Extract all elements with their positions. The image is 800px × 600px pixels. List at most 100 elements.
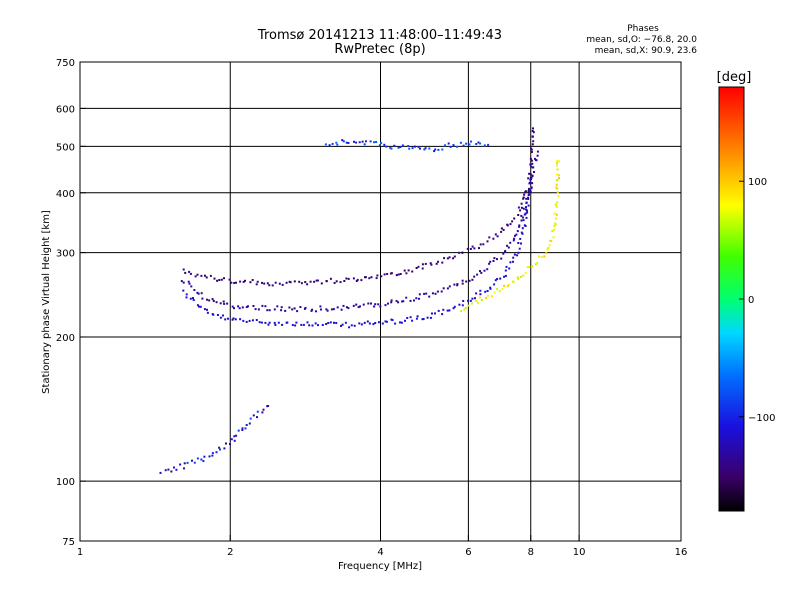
data-point	[463, 308, 466, 311]
data-point	[293, 307, 296, 310]
data-point	[417, 265, 420, 268]
data-point	[205, 276, 208, 279]
data-point	[244, 427, 247, 430]
data-point	[513, 237, 516, 240]
data-point	[196, 291, 199, 294]
data-point	[211, 454, 214, 457]
data-point	[518, 247, 521, 250]
data-point	[524, 225, 527, 227]
data-point	[241, 306, 244, 309]
data-point	[394, 322, 397, 325]
data-point	[192, 299, 195, 301]
data-point	[554, 222, 557, 225]
data-point	[473, 247, 476, 250]
data-point	[399, 146, 402, 148]
data-point	[204, 274, 206, 277]
data-point	[428, 295, 431, 298]
data-point	[324, 143, 327, 146]
data-point	[390, 147, 393, 150]
data-point	[531, 130, 534, 132]
data-point	[531, 135, 534, 138]
data-point	[401, 300, 404, 303]
data-point	[223, 447, 226, 450]
data-point	[286, 321, 289, 324]
data-point	[244, 279, 246, 282]
data-point	[180, 280, 183, 283]
data-point	[397, 146, 400, 149]
data-point	[415, 297, 418, 300]
data-point	[441, 313, 444, 316]
data-point	[245, 320, 248, 323]
x-tick-label: 16	[675, 547, 688, 558]
data-point	[475, 143, 478, 145]
data-point	[530, 178, 532, 180]
data-point	[493, 257, 496, 260]
data-point	[532, 140, 535, 143]
data-point	[317, 324, 319, 327]
data-point	[188, 270, 191, 273]
data-point	[553, 224, 556, 227]
data-point	[200, 274, 203, 277]
data-point	[500, 257, 503, 260]
data-point	[448, 256, 451, 259]
data-point	[531, 174, 534, 177]
data-point	[196, 273, 199, 276]
data-point	[504, 269, 507, 272]
data-point	[222, 300, 225, 303]
data-point	[422, 318, 425, 320]
data-point	[525, 201, 528, 204]
data-point	[395, 300, 398, 302]
data-point	[216, 314, 219, 316]
data-point	[421, 263, 424, 266]
data-point	[532, 131, 535, 134]
data-point	[517, 214, 520, 216]
data-point	[288, 306, 291, 309]
data-point	[525, 197, 528, 200]
data-point	[358, 322, 361, 325]
data-point	[363, 143, 366, 146]
data-point	[257, 308, 260, 311]
data-point	[471, 245, 474, 248]
data-point	[212, 300, 215, 302]
data-point	[377, 321, 380, 324]
data-point	[399, 273, 402, 275]
data-point	[523, 193, 526, 196]
data-point	[521, 216, 524, 219]
data-point	[277, 321, 280, 324]
data-point	[343, 280, 346, 282]
data-point	[360, 323, 363, 326]
data-point	[295, 321, 298, 324]
data-point	[216, 279, 219, 282]
data-point	[437, 309, 440, 312]
data-point	[390, 301, 393, 304]
data-point	[379, 305, 382, 308]
data-point	[390, 318, 393, 321]
data-point	[242, 319, 245, 322]
data-point	[532, 127, 534, 130]
data-point	[219, 316, 222, 319]
data-point	[555, 217, 557, 220]
data-point	[319, 305, 322, 308]
data-point	[446, 287, 449, 290]
data-point	[453, 283, 456, 286]
data-point	[528, 172, 531, 175]
data-point	[370, 276, 373, 279]
data-point	[352, 277, 355, 280]
colorbar-ticks: 100 0 −100	[739, 177, 775, 424]
data-point	[328, 144, 331, 147]
data-point	[555, 213, 558, 216]
data-point	[489, 286, 492, 289]
data-point	[340, 308, 343, 311]
data-point	[402, 300, 405, 303]
data-point	[227, 317, 229, 320]
data-point	[485, 297, 488, 299]
data-point	[527, 194, 530, 196]
data-point	[179, 463, 182, 466]
data-point	[529, 181, 531, 184]
data-point	[512, 281, 515, 284]
data-point	[252, 305, 255, 307]
data-point	[340, 324, 342, 327]
data-point	[515, 233, 518, 236]
data-point	[494, 279, 497, 282]
